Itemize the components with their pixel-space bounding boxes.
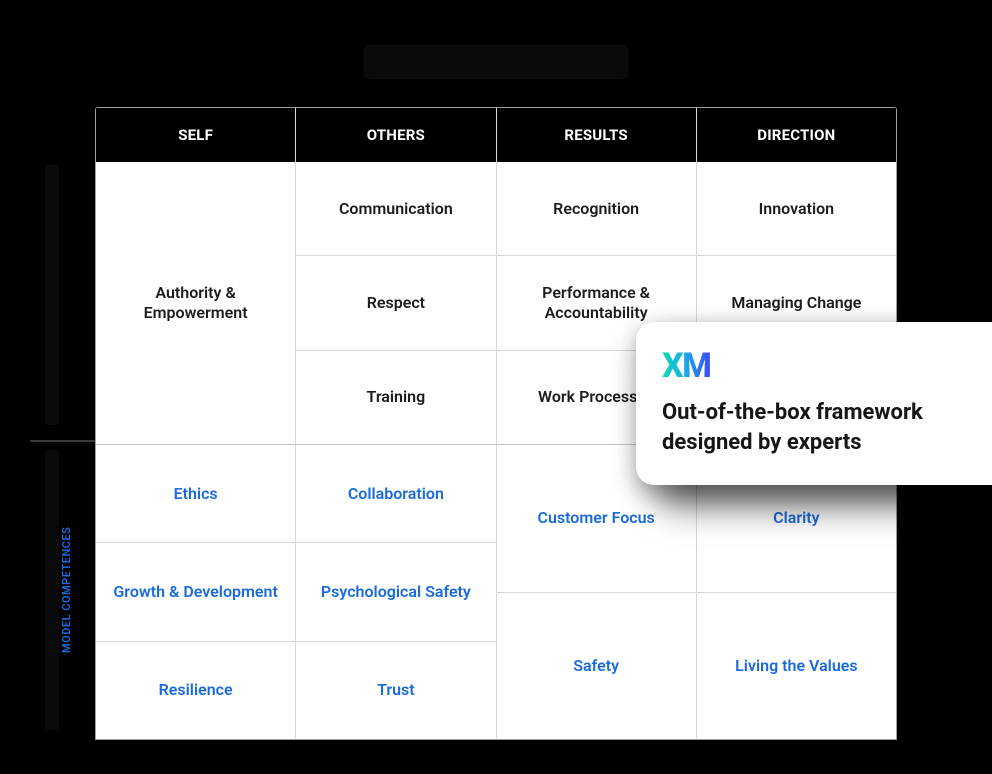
stage: MODEL COMPETENCES SELF OTHERS RESULTS DI… (0, 0, 992, 774)
expert-framework-callout: XM Out-of-the-box framework designed by … (636, 322, 992, 485)
title-pill (364, 45, 629, 79)
side-label-bottom: MODEL COMPETENCES (60, 450, 74, 730)
cell: Resilience (96, 642, 295, 739)
cell: Collaboration (296, 445, 495, 543)
matrix-header-row: SELF OTHERS RESULTS DIRECTION (96, 108, 896, 162)
cell: Innovation (697, 162, 896, 256)
cell: Training (296, 351, 495, 444)
cell: Trust (296, 642, 495, 739)
col-header-others: OTHERS (296, 108, 496, 162)
col-others: Communication Respect Training Collabora… (296, 162, 496, 739)
cell: Recognition (497, 162, 696, 256)
col-header-results: RESULTS (497, 108, 697, 162)
col-self: Authority & Empowerment Ethics Growth & … (96, 162, 296, 739)
cell: Safety (497, 593, 696, 740)
cell: Ethics (96, 445, 295, 543)
side-strip-bottom (45, 450, 59, 730)
col-header-direction: DIRECTION (697, 108, 896, 162)
col-header-self: SELF (96, 108, 296, 162)
cell: Communication (296, 162, 495, 256)
cell: Growth & Development (96, 543, 295, 641)
cell: Respect (296, 256, 495, 350)
cell: Authority & Empowerment (96, 162, 295, 444)
xm-logo: XM (662, 346, 710, 386)
cell: Psychological Safety (296, 543, 495, 641)
cell: Living the Values (697, 593, 896, 740)
callout-text: Out-of-the-box framework designed by exp… (662, 398, 984, 457)
side-strip-top (45, 165, 59, 425)
